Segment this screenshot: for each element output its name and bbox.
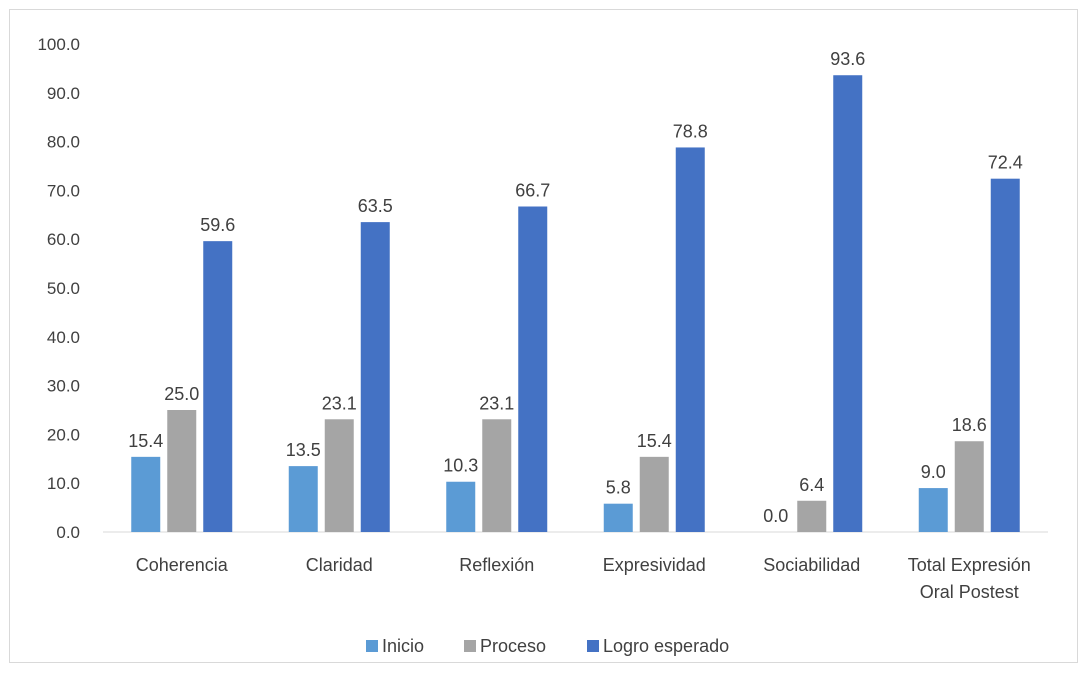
bar-logro-esperado xyxy=(833,75,863,533)
x-category-label: Expresividad xyxy=(603,555,706,575)
bar-proceso xyxy=(954,441,984,532)
bar-logro-esperado xyxy=(675,147,705,532)
legend-label: Logro esperado xyxy=(603,636,729,656)
data-label: 18.6 xyxy=(952,415,987,435)
y-tick-label: 100.0 xyxy=(37,35,80,54)
bar-logro-esperado xyxy=(518,206,548,532)
y-tick-label: 60.0 xyxy=(47,230,80,249)
y-tick-label: 30.0 xyxy=(47,377,80,396)
data-label: 0.0 xyxy=(763,506,788,526)
bar-inicio xyxy=(918,488,948,532)
y-tick-label: 0.0 xyxy=(56,523,80,542)
bar-inicio xyxy=(446,481,476,532)
bar-logro-esperado xyxy=(360,222,390,532)
data-label: 63.5 xyxy=(358,196,393,216)
x-category-label: Reflexión xyxy=(459,555,534,575)
data-label: 9.0 xyxy=(921,462,946,482)
bar-proceso xyxy=(797,500,827,532)
bar-proceso xyxy=(167,410,197,532)
x-category-label: Claridad xyxy=(306,555,373,575)
legend-label: Inicio xyxy=(382,636,424,656)
y-tick-label: 90.0 xyxy=(47,84,80,103)
y-tick-label: 10.0 xyxy=(47,474,80,493)
y-tick-label: 80.0 xyxy=(47,133,80,152)
x-category-label: Total Expresión xyxy=(908,555,1031,575)
bar-logro-esperado xyxy=(203,241,233,533)
y-tick-label: 50.0 xyxy=(47,279,80,298)
data-label: 25.0 xyxy=(164,384,199,404)
data-label: 93.6 xyxy=(830,49,865,69)
y-tick-label: 20.0 xyxy=(47,425,80,444)
data-label: 10.3 xyxy=(443,456,478,476)
data-label: 66.7 xyxy=(515,181,550,201)
y-tick-label: 70.0 xyxy=(47,181,80,200)
legend-swatch-logro-esperado xyxy=(587,640,599,652)
bar-proceso xyxy=(324,419,354,532)
bar-inicio xyxy=(603,503,633,532)
bar-proceso xyxy=(639,456,669,532)
data-label: 13.5 xyxy=(286,440,321,460)
bar-proceso xyxy=(482,419,512,532)
x-category-label: Sociabilidad xyxy=(763,555,860,575)
data-label: 15.4 xyxy=(637,431,672,451)
legend-swatch-proceso xyxy=(464,640,476,652)
bar-logro-esperado xyxy=(990,178,1020,533)
y-tick-label: 40.0 xyxy=(47,328,80,347)
data-label: 6.4 xyxy=(799,475,824,495)
data-label: 15.4 xyxy=(128,431,163,451)
bar-inicio xyxy=(288,466,318,532)
data-label: 59.6 xyxy=(200,215,235,235)
bar-inicio xyxy=(131,456,161,532)
data-label: 23.1 xyxy=(322,393,357,413)
x-category-label: Coherencia xyxy=(136,555,229,575)
x-category-label: Oral Postest xyxy=(920,582,1019,602)
legend-label: Proceso xyxy=(480,636,546,656)
data-label: 5.8 xyxy=(606,478,631,498)
data-label: 23.1 xyxy=(479,393,514,413)
data-label: 72.4 xyxy=(988,153,1023,173)
legend-swatch-inicio xyxy=(366,640,378,652)
data-label: 78.8 xyxy=(673,121,708,141)
